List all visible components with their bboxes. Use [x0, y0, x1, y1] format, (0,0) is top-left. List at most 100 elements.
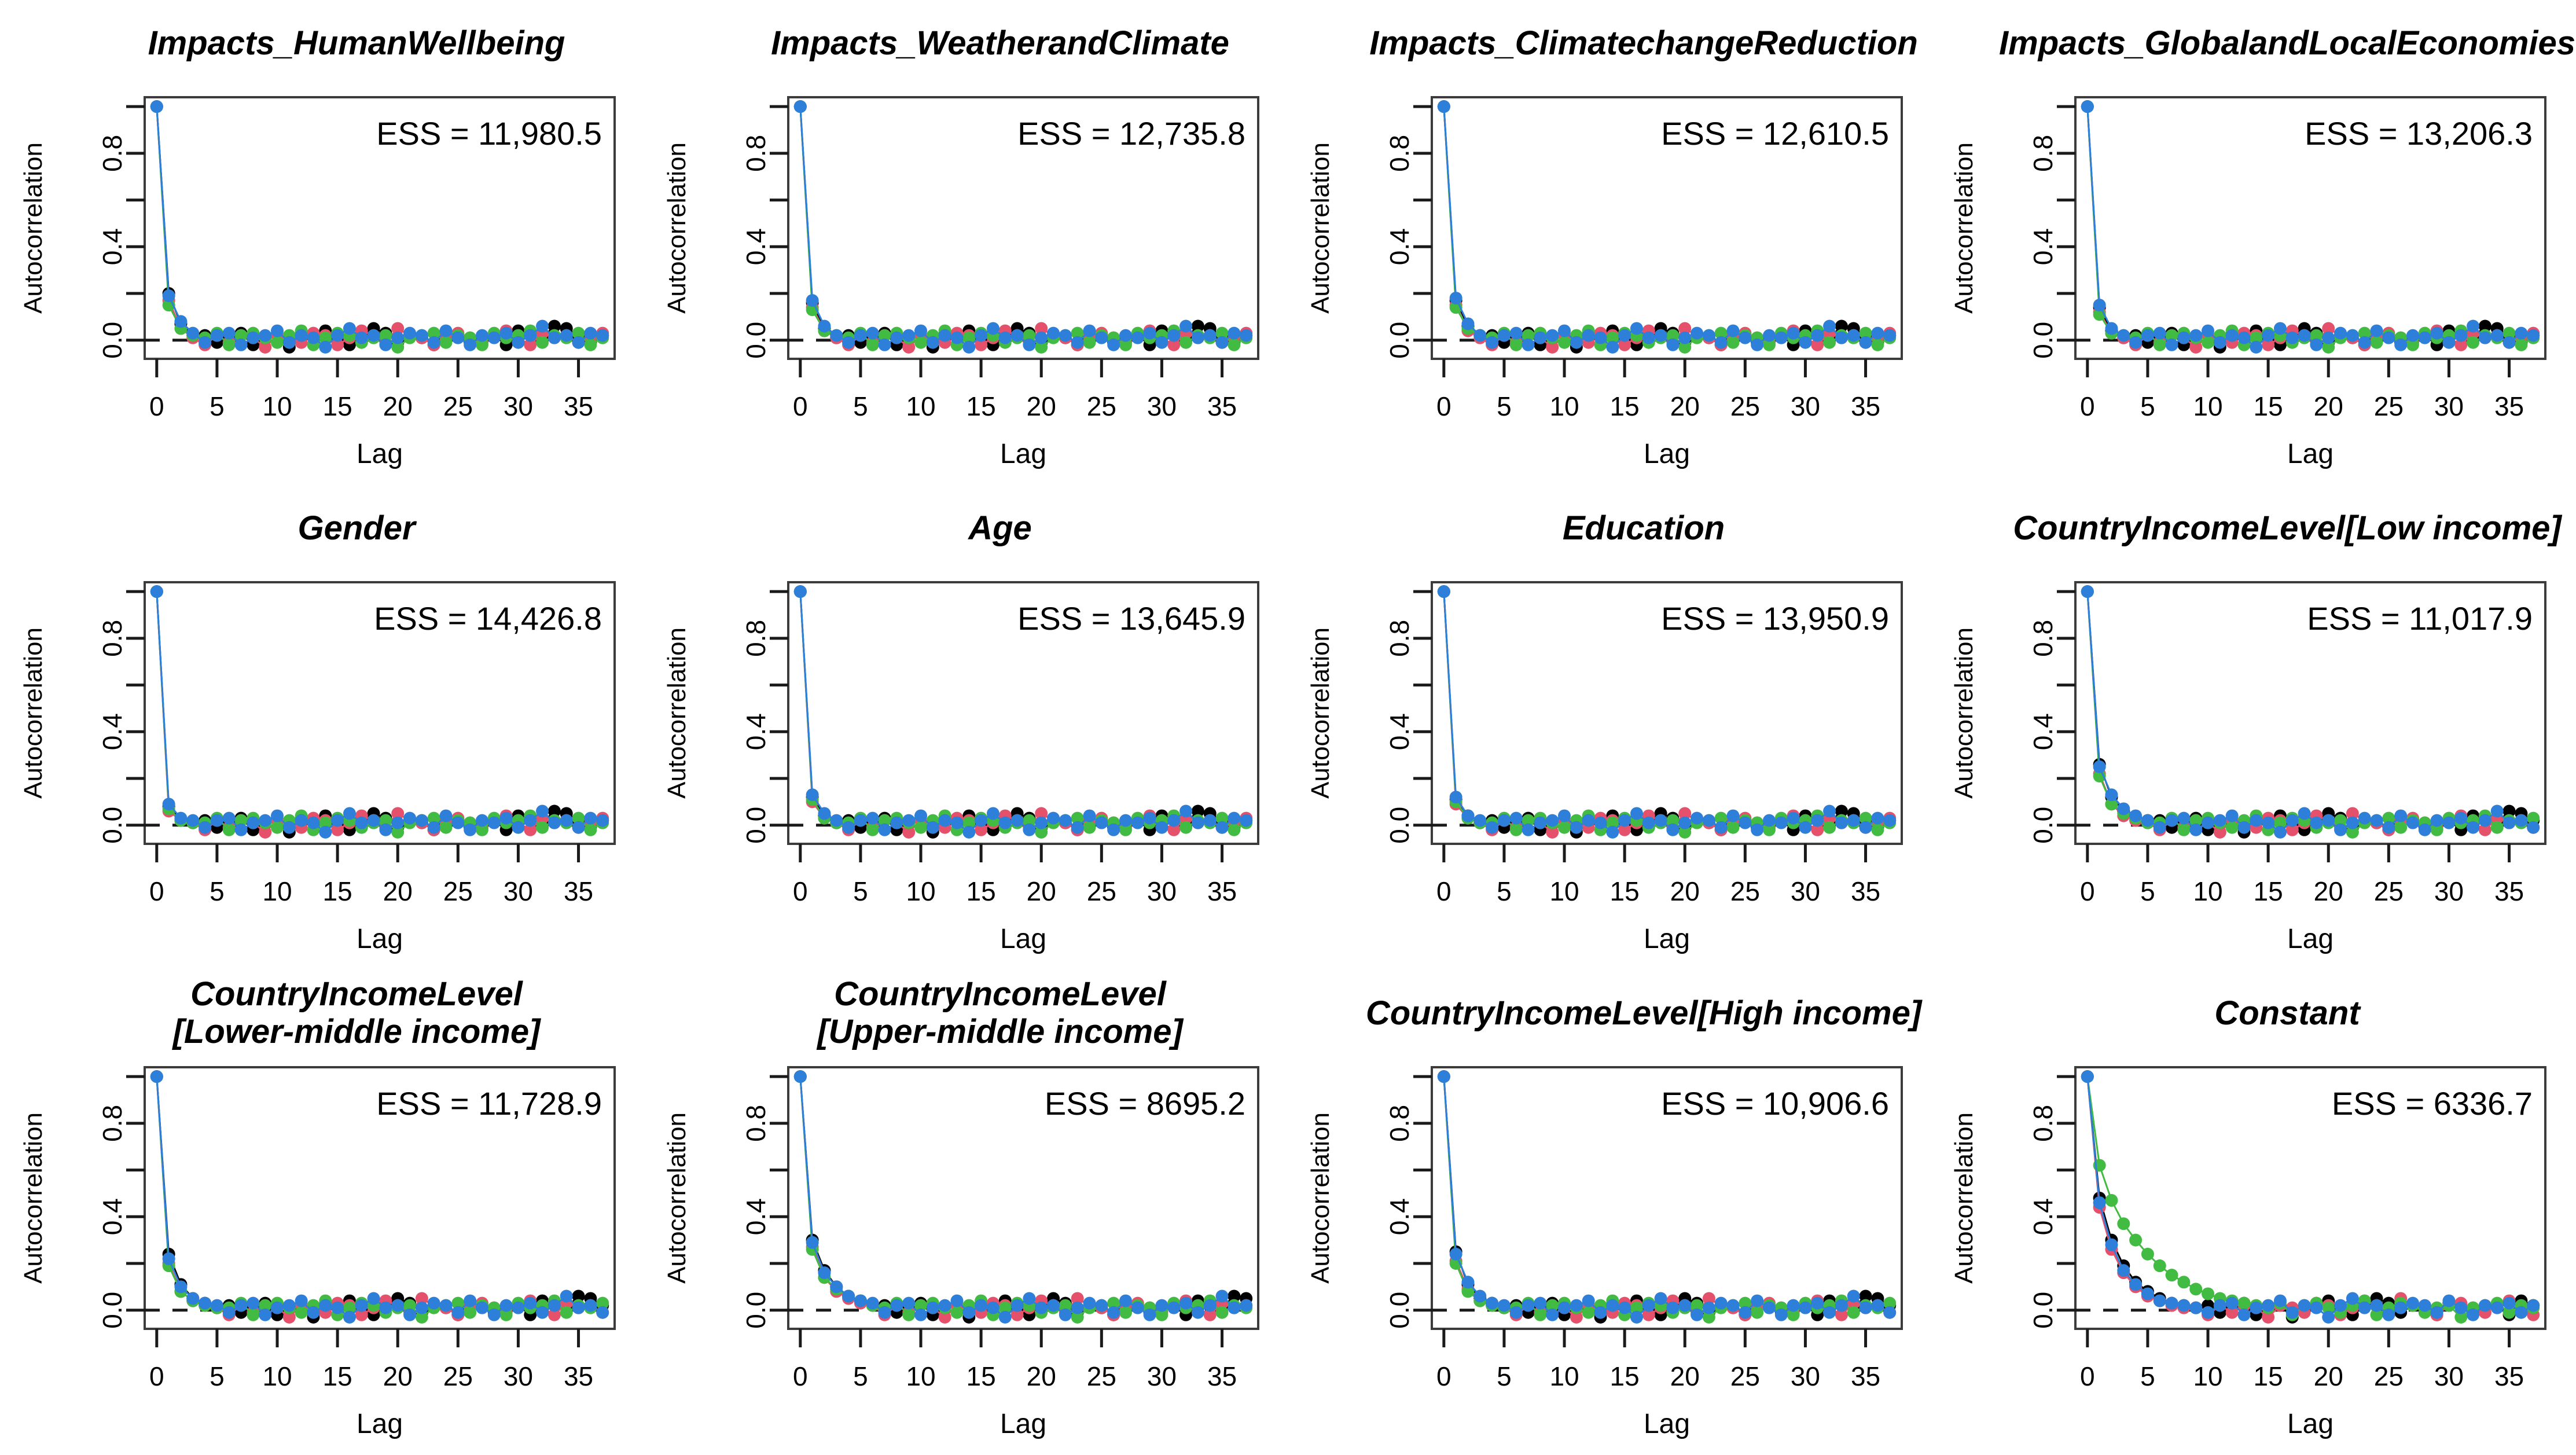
acf-point-chain-3: [1762, 823, 1776, 836]
acf-point-chain-2: [2225, 1306, 2239, 1319]
acf-point-chain-2: [1546, 825, 1559, 839]
acf-point-chain-4: [2237, 821, 2251, 834]
acf-point-chain-3: [234, 329, 248, 342]
acf-point-chain-4: [1010, 329, 1024, 342]
x-tick-label: 25: [2374, 1361, 2404, 1391]
acf-point-chain-4: [2430, 814, 2443, 827]
y-axis-title: Autocorrelation: [663, 1112, 691, 1284]
acf-point-chain-4: [2273, 1294, 2287, 1307]
acf-point-chain-4: [1449, 1247, 1462, 1261]
acf-point-chain-3: [914, 1299, 928, 1312]
acf-point-chain-4: [1714, 336, 1728, 349]
x-tick-label: 25: [443, 876, 473, 906]
x-axis-title: Lag: [2287, 439, 2334, 469]
x-tick-label: 10: [262, 876, 292, 906]
acf-point-chain-4: [439, 1299, 453, 1312]
acf-point-chain-4: [986, 807, 999, 820]
x-axis-title: Lag: [1644, 924, 1690, 954]
acf-point-chain-4: [2237, 1308, 2251, 1321]
acf-point-chain-3: [2129, 1233, 2143, 1247]
acf-point-chain-4: [2213, 336, 2226, 349]
y-tick-label: 0.4: [97, 228, 127, 265]
acf-point-chain-1: [547, 804, 561, 818]
acf-point-chain-4: [902, 814, 916, 827]
x-tick-label: 5: [2140, 1361, 2155, 1391]
acf-point-chain-4: [2418, 1299, 2431, 1312]
x-tick-label: 20: [383, 1361, 413, 1391]
x-tick-label: 5: [853, 1361, 868, 1391]
acf-point-chain-4: [2322, 1310, 2335, 1324]
acf-point-chain-2: [975, 338, 988, 351]
acf-point-chain-4: [2153, 1294, 2166, 1307]
acf-point-chain-4: [572, 336, 585, 349]
x-axis-title: Lag: [357, 1409, 403, 1439]
acf-point-chain-3: [427, 811, 440, 825]
x-tick-label: 5: [2140, 876, 2155, 906]
acf-point-chain-4: [2406, 816, 2419, 829]
acf-point-chain-2: [355, 1308, 368, 1321]
acf-point-chain-3: [1582, 1306, 1595, 1319]
acf-point-chain-4: [1799, 336, 1812, 349]
x-tick-label: 10: [2193, 876, 2222, 906]
acf-point-chain-4: [902, 1296, 916, 1310]
acf-point-chain-4: [403, 1308, 417, 1321]
acf-point-chain-3: [1823, 821, 1836, 834]
acf-point-chain-4: [902, 329, 916, 342]
acf-point-chain-3: [1228, 338, 1241, 351]
acf-point-chain-4: [2442, 1294, 2456, 1307]
acf-point-chain-4: [2370, 324, 2383, 337]
acf-point-chain-3: [2382, 811, 2395, 825]
x-tick-label: 15: [323, 391, 352, 421]
acf-point-chain-4: [1774, 331, 1788, 344]
acf-point-chain-4: [2262, 816, 2275, 829]
acf-point-chain-4: [355, 816, 368, 829]
acf-point-chain-4: [1203, 329, 1217, 342]
x-tick-label: 20: [1027, 391, 1056, 421]
acf-point-chain-2: [1702, 1292, 1715, 1305]
acf-point-chain-4: [1509, 1306, 1523, 1319]
y-axis-title: Autocorrelation: [1950, 627, 1978, 799]
acf-point-chain-1: [572, 1289, 585, 1303]
acf-point-chain-4: [2334, 1299, 2347, 1312]
acf-point-chain-4: [1774, 1308, 1788, 1321]
acf-point-chain-4: [950, 816, 964, 829]
acf-point-chain-4: [1215, 1289, 1229, 1303]
acf-point-chain-4: [1240, 329, 1253, 342]
acf-point-chain-3: [2165, 1269, 2178, 1282]
acf-point-chain-4: [1035, 816, 1048, 829]
acf-point-chain-4: [1191, 1306, 1204, 1319]
x-tick-label: 5: [2140, 391, 2155, 421]
acf-point-chain-4: [415, 1301, 428, 1314]
acf-point-chain-3: [295, 1306, 308, 1319]
x-axis-title: Lag: [2287, 1409, 2334, 1439]
acf-point-chain-4: [2298, 1299, 2311, 1312]
acf-point-chain-4: [271, 809, 284, 822]
acf-point-chain-3: [596, 1296, 609, 1310]
acf-point-chain-3: [1678, 825, 1692, 839]
acf-point-chain-4: [854, 814, 867, 827]
acf-panel-10: CountryIncomeLevel [Upper-middle income]…: [644, 970, 1287, 1455]
acf-point-chain-3: [1023, 814, 1036, 827]
acf-point-chain-4: [1059, 1308, 1072, 1321]
acf-point-chain-4: [2141, 329, 2154, 342]
acf-point-chain-3: [914, 821, 928, 834]
acf-panel-6: Age 0.0 0.4 0.8 0 5 10 15 20 25 30 35 Autocorrelati…: [644, 485, 1287, 970]
acf-point-chain-4: [1059, 814, 1072, 827]
acf-point-chain-3: [379, 814, 392, 827]
acf-point-chain-4: [1437, 585, 1450, 598]
acf-point-chain-3: [2502, 1306, 2516, 1319]
acf-point-chain-4: [1558, 324, 1571, 337]
x-tick-label: 10: [2193, 391, 2222, 421]
acf-point-chain-4: [1047, 1299, 1060, 1312]
x-tick-label: 35: [2494, 876, 2524, 906]
acf-plot-svg: 0.0 0.4 0.8 0 5 10 15 20 25 30 35 Autocorrelation La…: [1950, 1066, 2546, 1439]
acf-point-chain-4: [560, 1289, 573, 1303]
acf-point-chain-4: [1215, 336, 1229, 349]
acf-point-chain-4: [1509, 326, 1523, 340]
ess-label: ESS = 13,206.3: [2305, 115, 2533, 152]
acf-point-chain-2: [1835, 1308, 1848, 1321]
acf-point-chain-3: [1739, 1296, 1752, 1310]
acf-point-chain-4: [174, 315, 188, 328]
acf-point-chain-3: [1083, 336, 1096, 349]
acf-point-chain-4: [2394, 809, 2408, 822]
